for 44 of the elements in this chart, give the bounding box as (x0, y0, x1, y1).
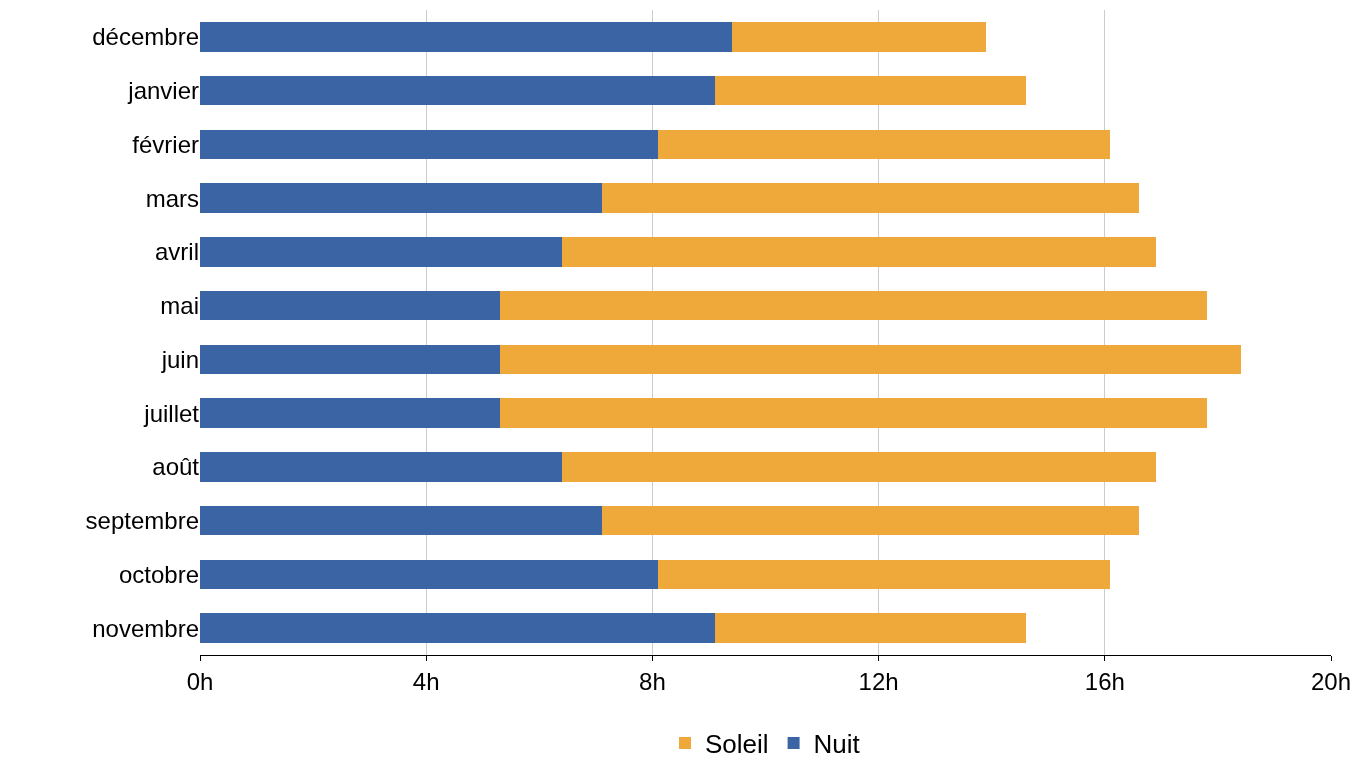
bar (561, 452, 1156, 482)
bar (731, 22, 987, 52)
bar (200, 613, 715, 643)
bar (714, 75, 1026, 106)
bar (499, 398, 1207, 428)
x-tick-label: 20h (1310, 667, 1352, 695)
x-tick-label: 8h (639, 667, 666, 695)
bar (200, 129, 659, 160)
y-tick-label: octobre (118, 560, 199, 588)
y-tick-label: janvier (127, 77, 199, 105)
y-tick-label: novembre (92, 614, 199, 642)
y-tick-label: septembre (85, 507, 199, 535)
bar (601, 183, 1139, 213)
bar (200, 559, 659, 590)
bar (658, 559, 1111, 590)
bar (499, 290, 1207, 321)
y-tick-label: décembre (92, 23, 199, 51)
bar (200, 183, 602, 213)
x-tick-label: 16h (1084, 667, 1125, 695)
bar (200, 290, 500, 321)
y-tick-label: juin (160, 345, 199, 373)
bar (200, 344, 500, 375)
legend-label: Soleil (705, 729, 769, 760)
bar (200, 505, 602, 536)
legend-label: Nuit (813, 729, 861, 760)
bar (200, 22, 732, 52)
x-tick-label: 0h (186, 667, 214, 695)
bar (714, 613, 1026, 643)
bar (601, 505, 1139, 536)
bar (499, 344, 1241, 375)
x-tick-label: 12h (858, 667, 899, 695)
y-tick-label: mai (160, 292, 199, 320)
bar (200, 398, 500, 428)
bar (200, 237, 562, 267)
y-tick-label: août (152, 453, 200, 481)
bar (200, 452, 562, 482)
y-tick-label: juillet (143, 399, 200, 427)
y-tick-label: février (132, 130, 199, 158)
y-tick-label: avril (154, 238, 199, 266)
x-tick-label: 4h (412, 667, 440, 695)
bar (658, 129, 1111, 160)
bar (200, 75, 715, 106)
y-tick-label: mars (145, 184, 199, 212)
bar (561, 237, 1156, 267)
